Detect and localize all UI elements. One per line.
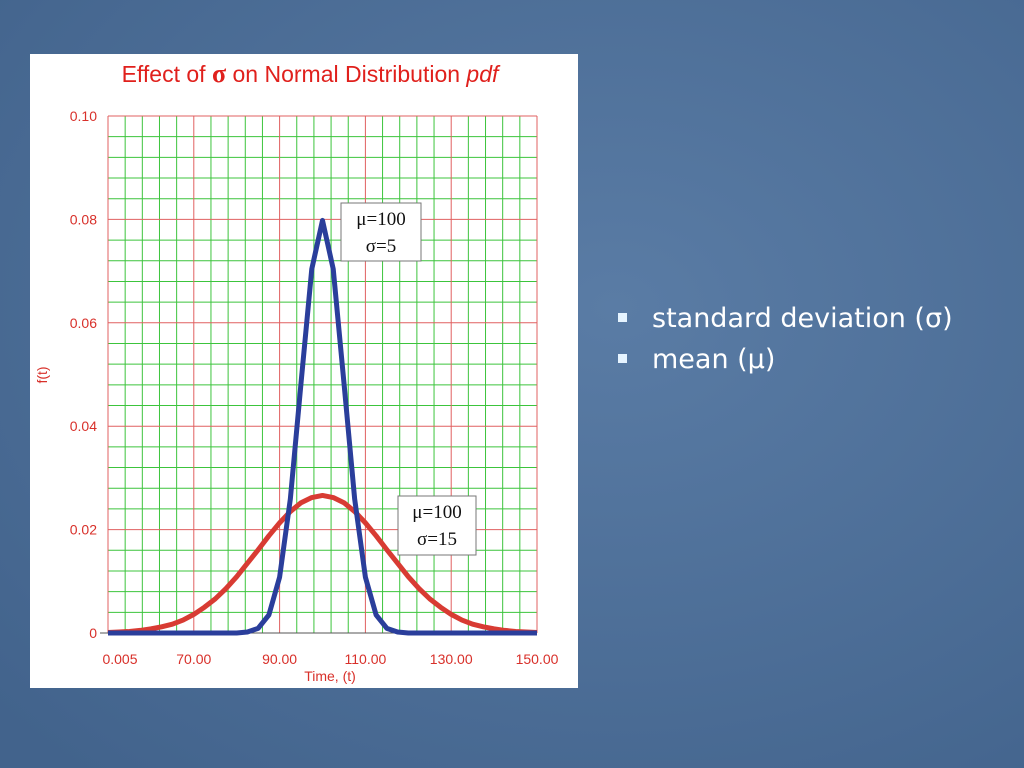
y-axis-label: f(t) xyxy=(34,366,50,383)
chart-title: Effect of σ on Normal Distribution pdf xyxy=(122,59,501,88)
x-tick-label: 0.005 xyxy=(102,651,137,667)
y-tick-label: 0.02 xyxy=(70,522,97,538)
bullet-marker xyxy=(618,354,627,363)
y-tick-label: 0.06 xyxy=(70,315,97,331)
x-tick-label: 130.00 xyxy=(430,651,473,667)
title-part: pdf xyxy=(465,61,501,87)
bullet-marker xyxy=(618,313,627,322)
x-tick-label: 70.00 xyxy=(176,651,211,667)
x-axis-label: Time, (t) xyxy=(304,668,356,684)
y-tick-label: 0.08 xyxy=(70,211,97,227)
title-part: Effect of xyxy=(122,61,207,87)
annotation-text: μ=100 xyxy=(356,209,405,230)
series-line xyxy=(108,217,537,636)
annotation-text: σ=15 xyxy=(417,529,457,550)
series-line xyxy=(107,492,538,635)
plot: μ=100 σ=5 μ=100 σ=15 xyxy=(107,202,538,636)
annotation: μ=100 σ=15 xyxy=(397,495,477,556)
y-tick-label: 0.10 xyxy=(70,108,97,124)
title-part: on Normal Distribution xyxy=(233,61,461,87)
x-tick-label: 150.00 xyxy=(516,651,559,667)
annotation-box xyxy=(397,495,477,556)
bullet-text: mean (μ) xyxy=(652,344,775,375)
annotation: μ=100 σ=5 xyxy=(340,202,422,262)
annotation-text: μ=100 xyxy=(412,502,461,523)
title-part: σ xyxy=(212,59,226,88)
y-tick-label: 0.04 xyxy=(70,418,97,434)
y-tick-label: 0 xyxy=(89,625,97,641)
x-tick-label: 90.00 xyxy=(262,651,297,667)
x-tick-label: 110.00 xyxy=(345,651,387,667)
annotation-text: σ=5 xyxy=(366,236,396,257)
annotation-box xyxy=(340,202,422,262)
bullet-text: standard deviation (σ) xyxy=(652,303,953,334)
